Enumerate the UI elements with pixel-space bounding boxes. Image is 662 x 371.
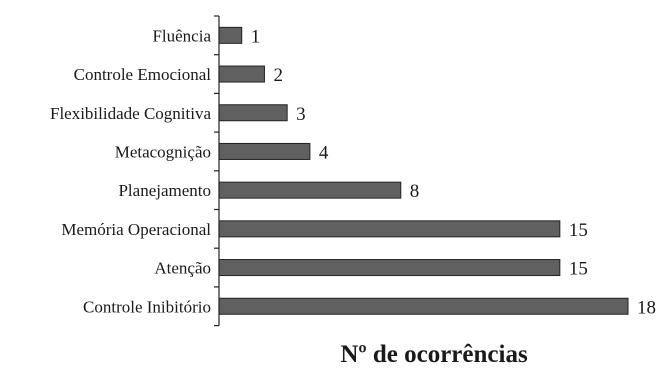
category-label: Controle Emocional: [74, 65, 212, 84]
value-label: 2: [273, 65, 283, 86]
category-label: Flexibilidade Cognitiva: [50, 104, 211, 123]
bar: [218, 220, 561, 238]
value-label: 3: [296, 104, 306, 125]
bar: [218, 259, 561, 277]
bar: [218, 181, 402, 199]
category-label: Memória Operacional: [61, 220, 211, 239]
value-label: 18: [637, 297, 656, 318]
value-label: 15: [569, 259, 588, 280]
x-axis-label: Nº de ocorrências: [340, 341, 528, 368]
value-label: 4: [319, 142, 329, 163]
category-label: Planejamento: [118, 181, 211, 200]
bar: [218, 142, 311, 160]
value-label: 1: [251, 26, 261, 47]
value-label: 8: [410, 181, 420, 202]
bar: [218, 65, 265, 83]
category-label: Controle Inibitório: [83, 297, 211, 316]
category-label: Fluência: [152, 26, 211, 45]
bar: [218, 297, 629, 315]
category-label: Metacognição: [115, 142, 211, 161]
category-labels: Fluência Controle Emocional Flexibilidade …: [50, 26, 211, 316]
category-label: Atenção: [154, 259, 211, 278]
bar: [218, 26, 243, 44]
y-axis-ticks: [214, 15, 219, 327]
bar: [218, 104, 288, 122]
value-label: 15: [569, 220, 588, 241]
